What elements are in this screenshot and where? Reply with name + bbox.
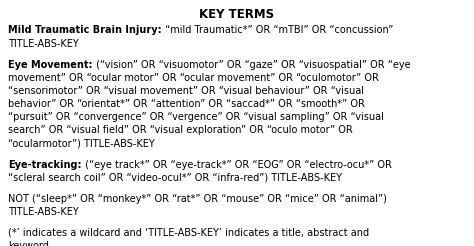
Text: Mild Traumatic Brain Injury:: Mild Traumatic Brain Injury:: [9, 26, 162, 35]
Text: KEY TERMS: KEY TERMS: [200, 8, 274, 21]
Text: NOT (“sleep*” OR “monkey*” OR “rat*” OR “mouse” OR “mice” OR “animal”): NOT (“sleep*” OR “monkey*” OR “rat*” OR …: [9, 194, 387, 203]
Text: movement” OR “ocular motor” OR “ocular movement” OR “oculomotor” OR: movement” OR “ocular motor” OR “ocular m…: [9, 73, 379, 83]
Text: TITLE-ABS-KEY: TITLE-ABS-KEY: [9, 39, 79, 49]
Text: “mild Traumatic*” OR “mTBI” OR “concussion”: “mild Traumatic*” OR “mTBI” OR “concussi…: [162, 26, 393, 35]
Text: “sensorimotor” OR “visual movement” OR “visual behaviour” OR “visual: “sensorimotor” OR “visual movement” OR “…: [9, 86, 365, 96]
Text: Eye-tracking:: Eye-tracking:: [9, 159, 82, 169]
Text: (“eye track*” OR “eye-track*” OR “EOG” OR “electro-ocu*” OR: (“eye track*” OR “eye-track*” OR “EOG” O…: [82, 159, 392, 169]
Text: (*’ indicates a wildcard and ‘TITLE-ABS-KEY’ indicates a title, abstract and: (*’ indicates a wildcard and ‘TITLE-ABS-…: [9, 228, 369, 238]
Text: “ocularmotor”) TITLE-ABS-KEY: “ocularmotor”) TITLE-ABS-KEY: [9, 139, 155, 149]
Text: (“vision” OR “visuomotor” OR “gaze” OR “visuospatial” OR “eye: (“vision” OR “visuomotor” OR “gaze” OR “…: [93, 60, 410, 70]
Text: keyword: keyword: [9, 241, 49, 246]
Text: “pursuit” OR “convergence” OR “vergence” OR “visual sampling” OR “visual: “pursuit” OR “convergence” OR “vergence”…: [9, 112, 384, 122]
Text: search” OR “visual field” OR “visual exploration” OR “oculo motor” OR: search” OR “visual field” OR “visual exp…: [9, 125, 353, 136]
Text: behavior” OR “orientat*” OR “attention” OR “saccad*” OR “smooth*” OR: behavior” OR “orientat*” OR “attention” …: [9, 99, 365, 109]
Text: Eye Movement:: Eye Movement:: [9, 60, 93, 70]
Text: TITLE-ABS-KEY: TITLE-ABS-KEY: [9, 207, 79, 217]
Text: “scleral search coil” OR “video-ocul*” OR “infra-red”) TITLE-ABS-KEY: “scleral search coil” OR “video-ocul*” O…: [9, 173, 342, 183]
